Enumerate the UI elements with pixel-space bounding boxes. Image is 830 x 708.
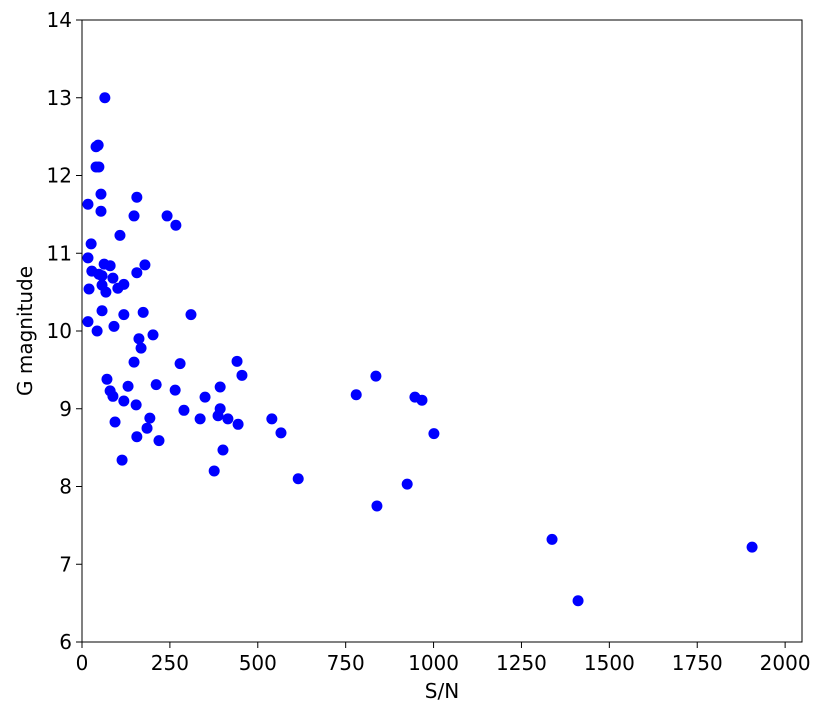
point (95, 205, 107, 217)
point (222, 413, 234, 425)
point (130, 399, 142, 411)
point (139, 259, 151, 271)
point (231, 355, 243, 367)
point (144, 412, 156, 424)
point (236, 369, 248, 381)
x-tick-label: 2000 (760, 651, 811, 675)
x-tick-label: 1750 (672, 651, 723, 675)
point (101, 373, 113, 385)
point (150, 379, 162, 391)
point (147, 329, 159, 341)
point (131, 431, 143, 443)
point (85, 238, 97, 250)
point (92, 139, 104, 151)
point (185, 309, 197, 321)
point (232, 418, 244, 430)
point (95, 188, 107, 200)
point (133, 333, 145, 345)
point (116, 454, 128, 466)
point (416, 394, 428, 406)
point (169, 384, 181, 396)
plot-frame (81, 19, 803, 643)
y-axis-label: G magnitude (13, 266, 37, 396)
point (82, 198, 94, 210)
x-axis-label: S/N (425, 679, 459, 703)
y-tick-label: 11 (47, 241, 72, 265)
point (118, 309, 130, 321)
y-tick-label: 8 (59, 475, 72, 499)
point (122, 380, 134, 392)
point (292, 473, 304, 485)
point (208, 465, 220, 477)
point (137, 306, 149, 318)
point (104, 260, 116, 272)
point (128, 356, 140, 368)
point (96, 305, 108, 317)
point (83, 283, 95, 295)
point (214, 381, 226, 393)
point (131, 191, 143, 203)
point (135, 342, 147, 354)
x-tick-label: 0 (76, 651, 89, 675)
y-tick-label: 9 (59, 397, 72, 421)
point (107, 390, 119, 402)
point (93, 161, 105, 173)
y-tick-label: 14 (47, 8, 72, 32)
point (174, 358, 186, 370)
point (370, 370, 382, 382)
point (199, 391, 211, 403)
x-tick-label: 1250 (496, 651, 547, 675)
point (91, 325, 103, 337)
point (275, 427, 287, 439)
point (161, 210, 173, 222)
point (118, 395, 130, 407)
point (100, 286, 112, 298)
point (114, 229, 126, 241)
point (546, 533, 558, 545)
x-tick-label: 1500 (584, 651, 635, 675)
point (82, 252, 94, 264)
point (212, 410, 224, 422)
point (128, 210, 140, 222)
y-tick-label: 12 (47, 164, 72, 188)
point (131, 267, 143, 279)
point (350, 389, 362, 401)
point (217, 444, 229, 456)
point (266, 413, 278, 425)
point (141, 422, 153, 434)
point (108, 320, 120, 332)
point (82, 316, 94, 328)
point (572, 595, 584, 607)
point (401, 478, 413, 490)
point (109, 416, 121, 428)
y-tick-label: 13 (47, 86, 72, 110)
point (153, 435, 165, 447)
y-tick-label: 7 (59, 552, 72, 576)
point (371, 500, 383, 512)
y-tick-label: 6 (59, 630, 72, 654)
x-tick-label: 250 (151, 651, 189, 675)
point (96, 270, 108, 282)
point (428, 428, 440, 440)
x-tick-label: 1000 (408, 651, 459, 675)
point (170, 219, 182, 231)
point (99, 92, 111, 104)
y-tick-label: 10 (47, 319, 72, 343)
point (746, 541, 758, 553)
point (107, 272, 119, 284)
point (178, 404, 190, 416)
point (194, 413, 206, 425)
x-tick-label: 500 (239, 651, 277, 675)
x-tick-label: 750 (327, 651, 365, 675)
point (118, 278, 130, 290)
